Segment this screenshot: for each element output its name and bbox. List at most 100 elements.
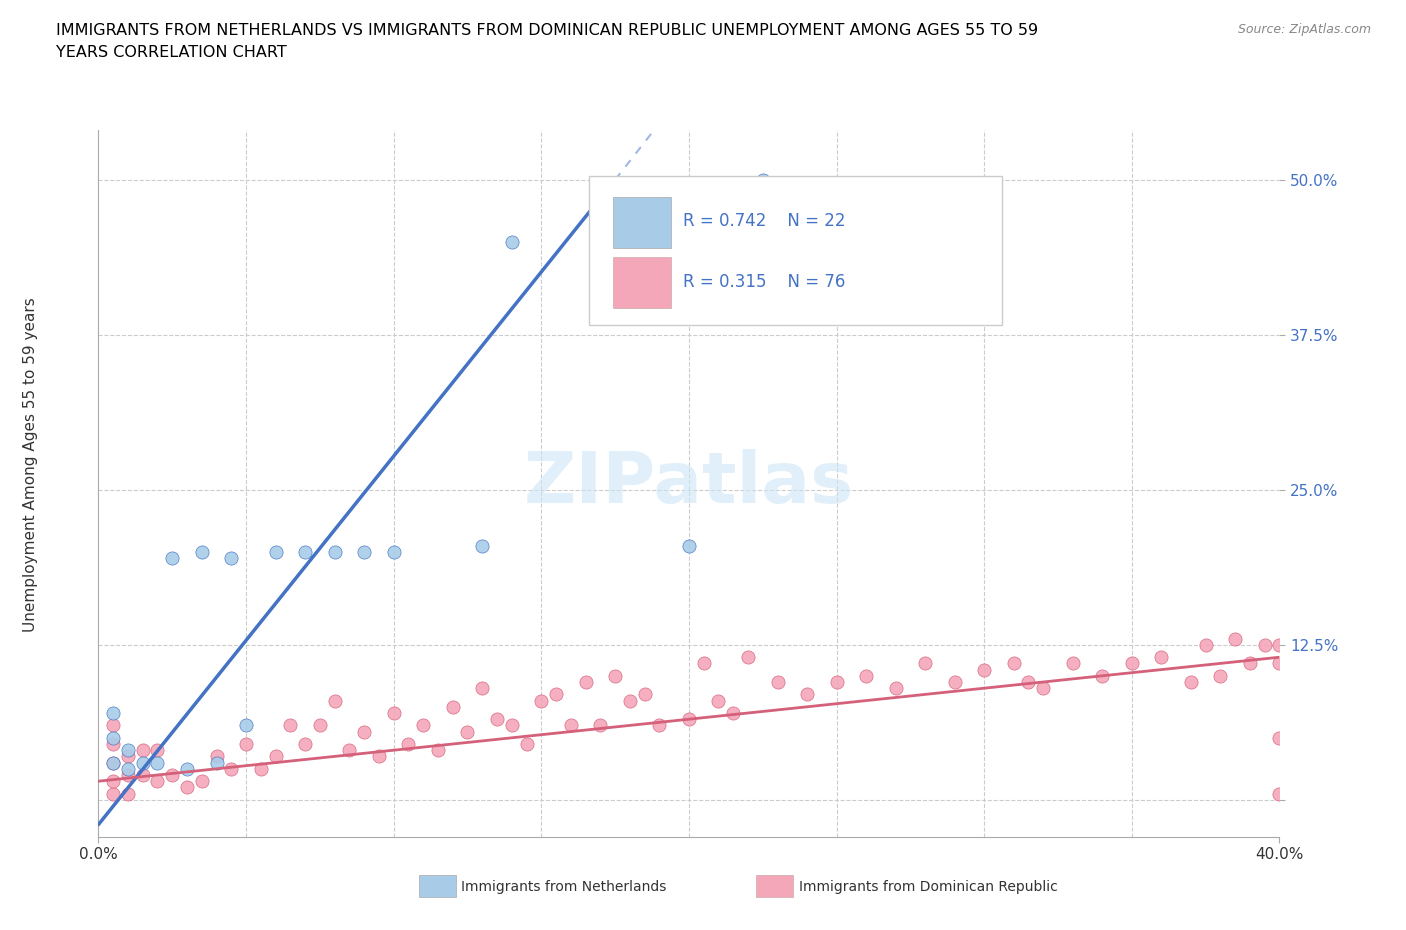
Point bbox=[132, 767, 155, 782]
Point bbox=[427, 743, 450, 758]
Point bbox=[205, 749, 228, 764]
Point bbox=[382, 706, 405, 721]
Point bbox=[235, 737, 257, 751]
Point bbox=[1268, 637, 1291, 652]
Text: Unemployment Among Ages 55 to 59 years: Unemployment Among Ages 55 to 59 years bbox=[24, 298, 38, 632]
Point bbox=[176, 780, 198, 795]
Point bbox=[103, 706, 125, 721]
Point bbox=[1268, 656, 1291, 671]
FancyBboxPatch shape bbox=[613, 197, 671, 248]
Point bbox=[1209, 669, 1232, 684]
Point bbox=[1150, 650, 1173, 665]
Point bbox=[219, 551, 242, 565]
Point bbox=[103, 730, 125, 745]
Point bbox=[103, 737, 125, 751]
Point bbox=[737, 650, 759, 665]
FancyBboxPatch shape bbox=[613, 258, 671, 309]
Point bbox=[1017, 674, 1039, 689]
Point bbox=[146, 743, 169, 758]
Point bbox=[117, 743, 139, 758]
Point bbox=[337, 743, 360, 758]
Point bbox=[707, 693, 730, 708]
Point bbox=[353, 544, 375, 559]
Point bbox=[486, 711, 509, 726]
Point bbox=[1195, 637, 1218, 652]
Point bbox=[1254, 637, 1277, 652]
Point bbox=[751, 172, 773, 187]
Point bbox=[678, 538, 700, 553]
Text: R = 0.742    N = 22: R = 0.742 N = 22 bbox=[683, 212, 845, 231]
Point bbox=[560, 718, 582, 733]
Point bbox=[294, 737, 316, 751]
Point bbox=[146, 774, 169, 789]
Point bbox=[943, 674, 966, 689]
Point bbox=[1268, 786, 1291, 801]
Point bbox=[721, 706, 744, 721]
FancyBboxPatch shape bbox=[589, 176, 1002, 325]
Point bbox=[973, 662, 995, 677]
Text: ZIPatlas: ZIPatlas bbox=[524, 449, 853, 518]
Point bbox=[884, 681, 907, 696]
Point bbox=[605, 669, 627, 684]
Point bbox=[1062, 656, 1084, 671]
Point bbox=[1121, 656, 1143, 671]
Point bbox=[191, 774, 214, 789]
Point bbox=[914, 656, 936, 671]
Point bbox=[117, 749, 139, 764]
Point bbox=[219, 762, 242, 777]
Point bbox=[117, 786, 139, 801]
Point bbox=[530, 693, 553, 708]
Point bbox=[619, 693, 641, 708]
Point bbox=[353, 724, 375, 739]
Point bbox=[117, 767, 139, 782]
Point bbox=[855, 669, 877, 684]
Point bbox=[176, 762, 198, 777]
Point bbox=[103, 786, 125, 801]
Point bbox=[103, 755, 125, 770]
Point bbox=[368, 749, 391, 764]
Point bbox=[456, 724, 478, 739]
Point bbox=[103, 774, 125, 789]
Point bbox=[633, 687, 655, 702]
Point bbox=[191, 544, 214, 559]
Point bbox=[1223, 631, 1246, 646]
Point bbox=[1239, 656, 1261, 671]
Text: Immigrants from Dominican Republic: Immigrants from Dominican Republic bbox=[799, 880, 1057, 895]
Point bbox=[162, 551, 183, 565]
Point bbox=[323, 693, 346, 708]
Point bbox=[132, 755, 155, 770]
Point bbox=[162, 767, 183, 782]
Point bbox=[589, 718, 612, 733]
Point bbox=[412, 718, 434, 733]
Text: Source: ZipAtlas.com: Source: ZipAtlas.com bbox=[1237, 23, 1371, 36]
Text: Immigrants from Netherlands: Immigrants from Netherlands bbox=[461, 880, 666, 895]
Text: IMMIGRANTS FROM NETHERLANDS VS IMMIGRANTS FROM DOMINICAN REPUBLIC UNEMPLOYMENT A: IMMIGRANTS FROM NETHERLANDS VS IMMIGRANT… bbox=[56, 23, 1039, 38]
Point bbox=[678, 711, 700, 726]
Point bbox=[471, 538, 494, 553]
Point bbox=[250, 762, 273, 777]
Point bbox=[323, 544, 346, 559]
Point bbox=[501, 718, 523, 733]
Point bbox=[103, 718, 125, 733]
Point bbox=[544, 687, 567, 702]
Point bbox=[382, 544, 405, 559]
Point bbox=[693, 656, 716, 671]
Point bbox=[117, 762, 139, 777]
Point bbox=[574, 674, 596, 689]
Point bbox=[1091, 669, 1114, 684]
Point bbox=[264, 749, 287, 764]
Point bbox=[264, 544, 287, 559]
Point bbox=[796, 687, 818, 702]
Point bbox=[1002, 656, 1025, 671]
Point bbox=[396, 737, 419, 751]
Point bbox=[309, 718, 332, 733]
Point bbox=[294, 544, 316, 559]
Point bbox=[825, 674, 848, 689]
Text: YEARS CORRELATION CHART: YEARS CORRELATION CHART bbox=[56, 45, 287, 60]
Text: R = 0.315    N = 76: R = 0.315 N = 76 bbox=[683, 273, 845, 291]
Point bbox=[205, 755, 228, 770]
Point bbox=[648, 718, 671, 733]
Point bbox=[1032, 681, 1054, 696]
Point bbox=[146, 755, 169, 770]
Point bbox=[501, 234, 523, 249]
